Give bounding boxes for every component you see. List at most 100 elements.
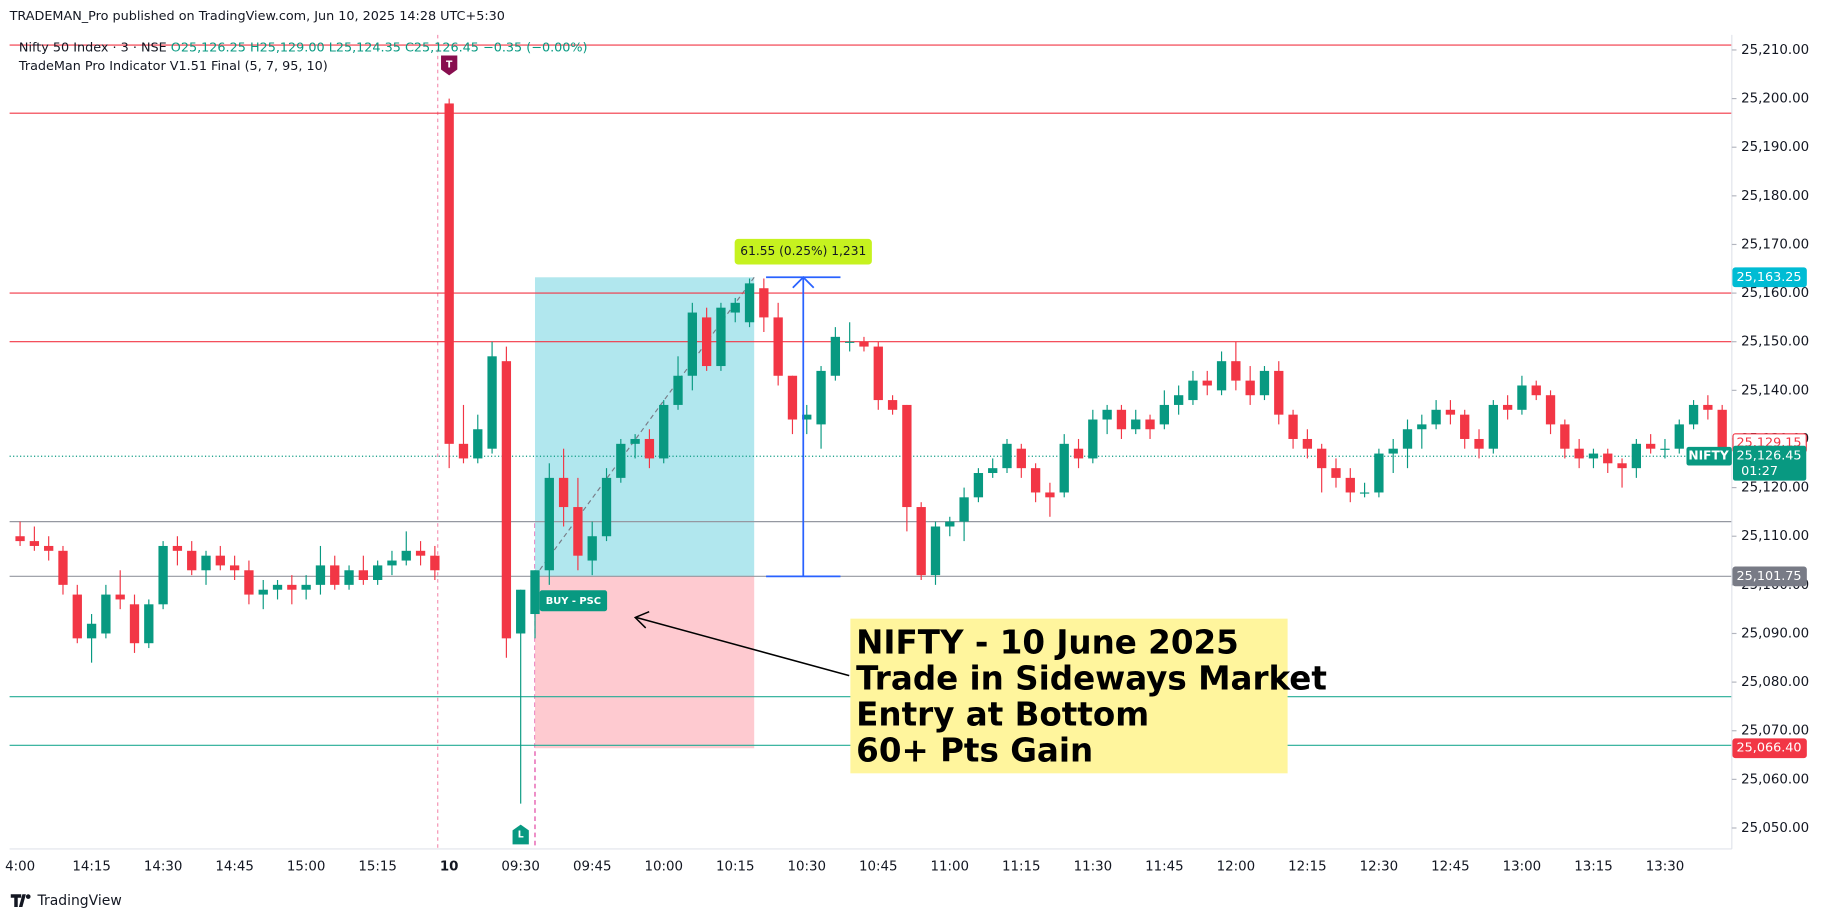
candle-body: [1245, 380, 1255, 396]
candle-body: [129, 604, 140, 644]
candle-body: [172, 545, 183, 551]
annotation-line: Trade in Sideways Market: [856, 660, 1327, 698]
y-tick-label: 25,120.00: [1741, 481, 1809, 496]
candle-body: [1417, 424, 1427, 430]
plot-area: [9, 34, 1732, 849]
legend: Nifty 50 Index · 3 · NSE O25,126.25 H25,…: [19, 40, 588, 55]
candle-body: [1145, 419, 1155, 430]
header: TRADEMAN_Pro published on TradingView.co…: [9, 9, 505, 24]
candle-body: [1131, 419, 1141, 430]
annotation-arrowhead: [633, 610, 650, 629]
price-tag-label: 25,066.40: [1737, 741, 1802, 756]
candle-body: [1402, 429, 1413, 449]
x-tick-label: 11:30: [1074, 859, 1113, 874]
candle-body: [1545, 395, 1556, 425]
candle-body: [558, 477, 569, 508]
candle-body: [1188, 380, 1198, 401]
candle-body: [301, 584, 311, 590]
x-tick-label: 14:30: [144, 859, 182, 874]
candle-body: [859, 341, 869, 347]
x-tick-label: 09:30: [501, 859, 540, 874]
candle-body: [573, 507, 583, 556]
candle-body: [1560, 424, 1570, 449]
candle-body: [1002, 443, 1012, 469]
footer-logo: TradingView: [10, 893, 122, 909]
candle-body: [616, 443, 626, 478]
candle-body: [730, 302, 740, 313]
logo-icon: [10, 894, 31, 908]
y-tick-label: 25,050.00: [1741, 821, 1809, 836]
x-tick-label: 11:15: [1002, 859, 1041, 874]
candle-body: [1488, 404, 1498, 449]
price-tag-label: 25,163.25: [1737, 270, 1802, 285]
x-tick-label: 12:30: [1360, 859, 1399, 874]
candle-body: [701, 317, 712, 367]
symbol-tag: [1686, 446, 1732, 466]
candle-body: [1374, 453, 1384, 493]
y-tick-label: 25,060.00: [1741, 772, 1809, 787]
candle-body: [1717, 409, 1727, 457]
signal-box: [539, 590, 608, 612]
measure-box: [734, 238, 872, 265]
x-tick-label: 14:45: [215, 859, 254, 874]
x-tick-label: 10:45: [859, 859, 898, 874]
candle-body: [687, 312, 697, 376]
y-tick-label: 25,190.00: [1741, 140, 1809, 155]
candle-body: [29, 541, 40, 546]
candle-body: [716, 307, 726, 367]
candle-body: [744, 283, 755, 323]
candle-body: [973, 473, 984, 498]
candle-body: [1202, 380, 1212, 386]
candle-body: [1531, 385, 1541, 396]
candle-body: [1288, 414, 1298, 439]
y-tick-label: 25,180.00: [1741, 189, 1809, 204]
candle-body: [787, 375, 798, 420]
x-tick-label: 11:45: [1145, 859, 1183, 874]
x-tick-label: 10: [440, 859, 459, 874]
candle-body: [315, 565, 326, 585]
y-tick-label: 25,080.00: [1741, 675, 1809, 690]
candle-body: [244, 570, 254, 595]
candle-body: [1674, 424, 1684, 449]
candle-body: [1159, 404, 1169, 425]
symbol-tag-label: NIFTY: [1688, 449, 1728, 463]
candle-body: [1274, 370, 1284, 415]
candle-body: [373, 565, 383, 580]
signal-marker: [512, 824, 529, 845]
candle-body: [1388, 448, 1398, 454]
candle-body: [1517, 385, 1527, 410]
candle-body: [1231, 361, 1241, 381]
candle-body: [330, 565, 340, 585]
candle-body: [1588, 453, 1599, 459]
legend-symbol: Nifty 50 Index · 3 · NSE: [19, 40, 167, 55]
x-tick-label: 10:15: [716, 859, 754, 874]
y-tick-label: 25,110.00: [1741, 529, 1809, 544]
marker-label: L: [518, 830, 524, 841]
candle-body: [44, 545, 54, 551]
candle-body: [201, 555, 211, 571]
candle-body: [1688, 404, 1699, 425]
candle-body: [802, 414, 812, 420]
candle-body: [530, 570, 540, 615]
candle-body: [1173, 395, 1184, 405]
candle-body: [1359, 492, 1370, 494]
price-tag: [1732, 738, 1807, 759]
candle-body: [673, 375, 683, 405]
countdown: 01:27: [1741, 464, 1778, 479]
candle-body: [72, 594, 82, 639]
y-tick-label: 25,210.00: [1741, 43, 1809, 58]
candle-body: [516, 589, 526, 634]
candle-body: [873, 346, 883, 401]
y-tick-label: 25,150.00: [1741, 335, 1809, 350]
candle-body: [358, 570, 369, 580]
candle-body: [644, 438, 655, 459]
y-tick-label: 25,160.00: [1741, 286, 1809, 301]
candle-body: [759, 288, 769, 318]
candle-body: [215, 555, 225, 566]
candle-body: [1302, 438, 1313, 449]
legend-close: C25,126.45: [405, 40, 479, 55]
candle-body: [1317, 448, 1327, 469]
candle-body: [1431, 409, 1441, 425]
candle-body: [1102, 409, 1112, 420]
